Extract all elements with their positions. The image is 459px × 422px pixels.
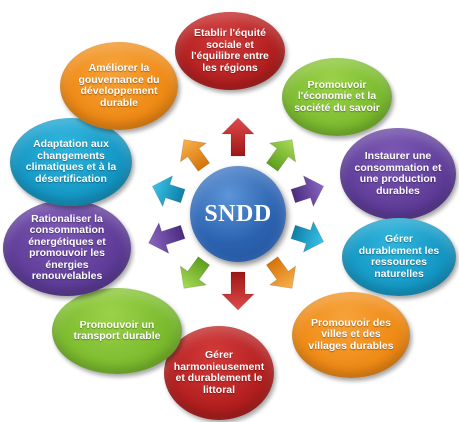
hub-label: SNDD: [204, 200, 272, 227]
node-gouvernance-label: Améliorer la gouvernance du développemen…: [78, 62, 160, 109]
node-consommation-production-label: Instaurer une consommation et une produc…: [354, 150, 442, 197]
node-economie-savoir-label: Promouvoir l'économie et la société du s…: [294, 78, 380, 114]
node-consommation-production: Instaurer une consommation et une produc…: [340, 128, 456, 220]
arrow-villes-villages: [265, 256, 297, 289]
node-equite-label: Etablir l'équité sociale et l'équilibre …: [191, 27, 269, 74]
arrow-equite: [221, 117, 255, 157]
node-equite: Etablir l'équité sociale et l'équilibre …: [175, 12, 285, 90]
node-ressources: Gérer durablement les ressources naturel…: [342, 218, 456, 296]
node-energie-label: Rationaliser la consommation énergétique…: [28, 212, 106, 282]
node-transport-label: Promouvoir un transport durable: [73, 318, 161, 342]
node-climat: Adaptation aux changements climatiques e…: [10, 118, 132, 206]
node-transport: Promouvoir un transport durable: [52, 288, 182, 374]
arrow-ressources: [290, 220, 325, 253]
arrow-transport: [179, 256, 211, 289]
arrow-gouvernance: [179, 139, 211, 172]
node-villes-villages: Promouvoir des villes et des villages du…: [292, 292, 410, 378]
hub-circle: SNDD: [190, 166, 286, 262]
node-ressources-label: Gérer durablement les ressources naturel…: [358, 233, 440, 280]
arrow-economie-savoir: [265, 139, 297, 172]
arrow-climat: [151, 175, 186, 208]
node-villes-villages-label: Promouvoir des villes et des villages du…: [308, 316, 394, 352]
node-energie: Rationaliser la consommation énergétique…: [3, 200, 131, 296]
arrow-energie: [148, 221, 186, 255]
arrow-consommation-production: [290, 175, 325, 208]
arrow-littoral: [221, 271, 255, 311]
node-littoral-label: Gérer harmonieusement et durablement le …: [173, 349, 265, 396]
node-littoral: Gérer harmonieusement et durablement le …: [164, 326, 274, 420]
node-climat-label: Adaptation aux changements climatiques e…: [25, 138, 117, 185]
node-gouvernance: Améliorer la gouvernance du développemen…: [60, 42, 178, 130]
node-economie-savoir: Promouvoir l'économie et la société du s…: [282, 58, 392, 136]
